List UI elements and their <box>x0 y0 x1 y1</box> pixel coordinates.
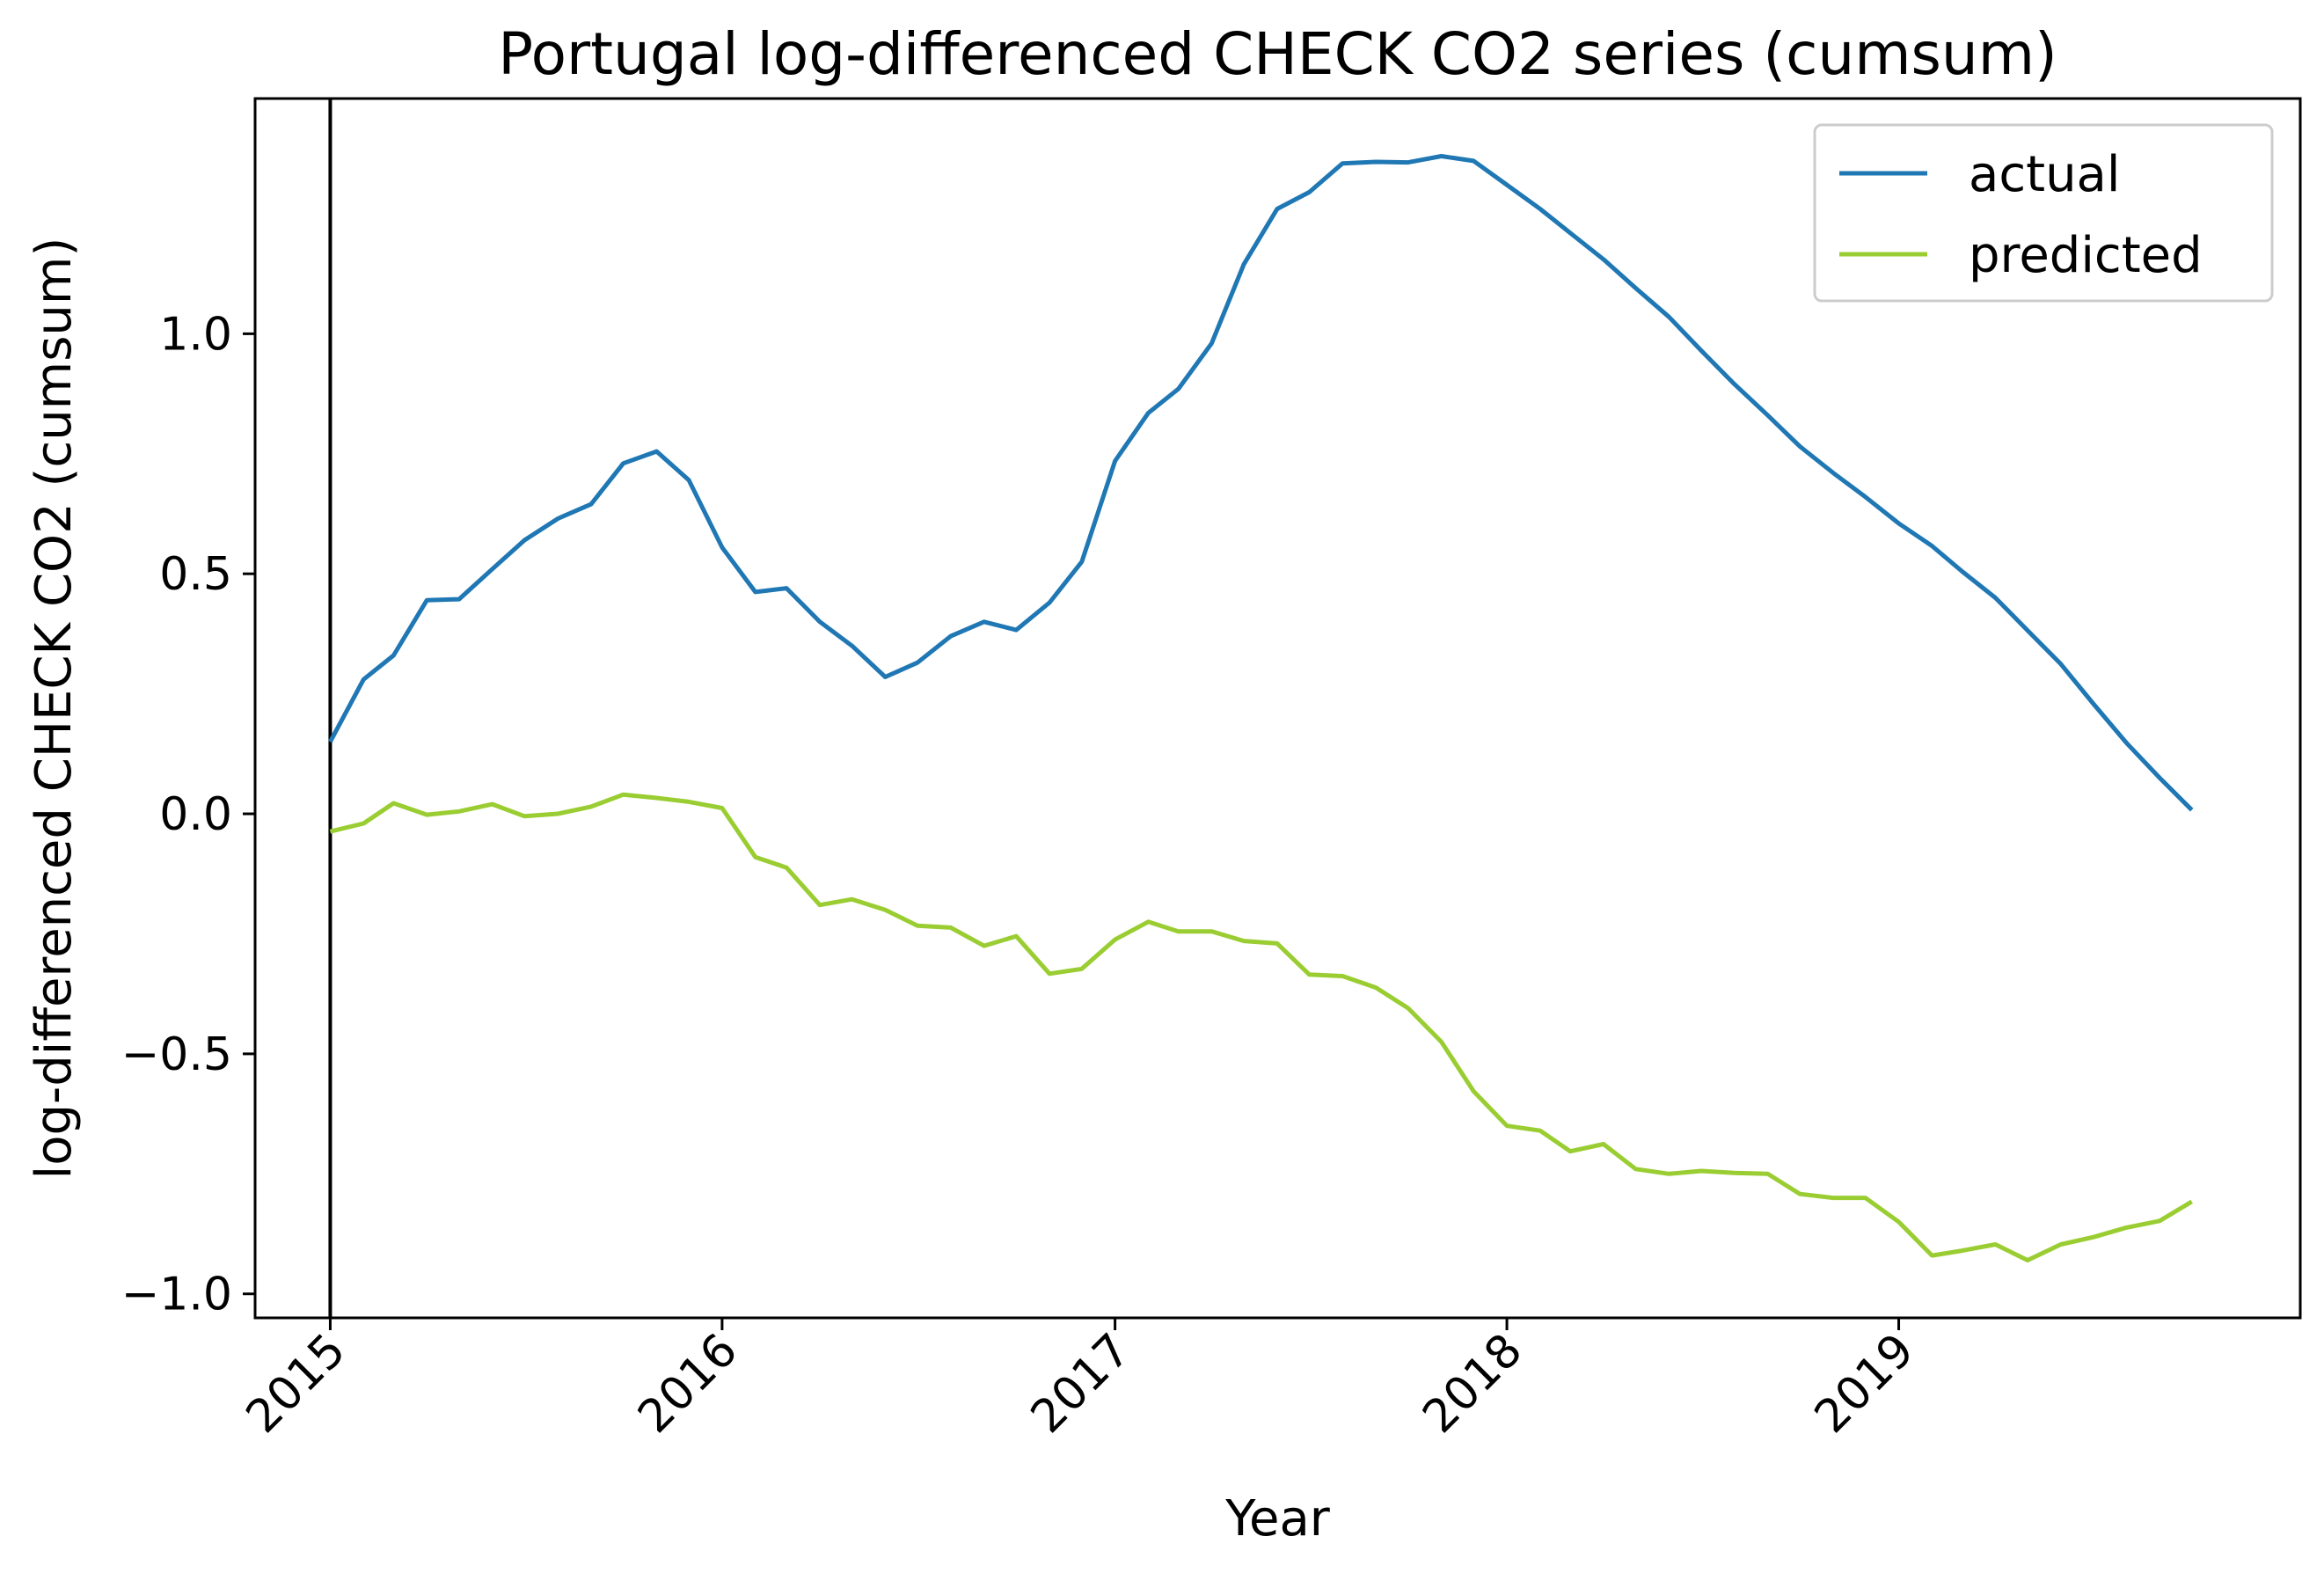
y-tick-label: −0.5 <box>121 1028 232 1081</box>
chart-marks <box>328 99 2194 1318</box>
plot-frame <box>253 97 2302 1320</box>
x-tick-label: 2019 <box>1805 1324 1925 1444</box>
series-actual <box>328 154 2194 812</box>
legend-box <box>1813 123 2274 303</box>
series-line-predicted <box>329 792 2193 1262</box>
y-tick-label: −1.0 <box>121 1269 232 1321</box>
x-axis-label: Year <box>1224 1490 1331 1547</box>
x-tick-label: 2017 <box>1021 1324 1141 1444</box>
chart-title: Portugal log-differenced CHECK CO2 serie… <box>498 20 2057 88</box>
x-axis: 2015 2016 2017 2018 2019 <box>237 1318 1925 1444</box>
series-predicted <box>329 792 2193 1262</box>
x-tick-label: 2015 <box>237 1324 356 1444</box>
legend-label-predicted: predicted <box>1969 227 2203 284</box>
y-tick-label: 0.5 <box>159 548 232 601</box>
x-tick-label: 2018 <box>1413 1324 1532 1444</box>
legend: actual predicted <box>1813 123 2274 303</box>
y-axis-label: log-differenced CHECK CO2 (cumsum) <box>26 238 83 1180</box>
series-line-actual <box>328 154 2194 812</box>
legend-label-actual: actual <box>1969 146 2120 203</box>
y-axis: 1.0 0.5 0.0 −0.5 −1.0 <box>121 308 255 1321</box>
y-tick-label: 0.0 <box>159 788 232 841</box>
x-tick-label: 2016 <box>628 1324 748 1444</box>
y-tick-label: 1.0 <box>159 308 232 361</box>
